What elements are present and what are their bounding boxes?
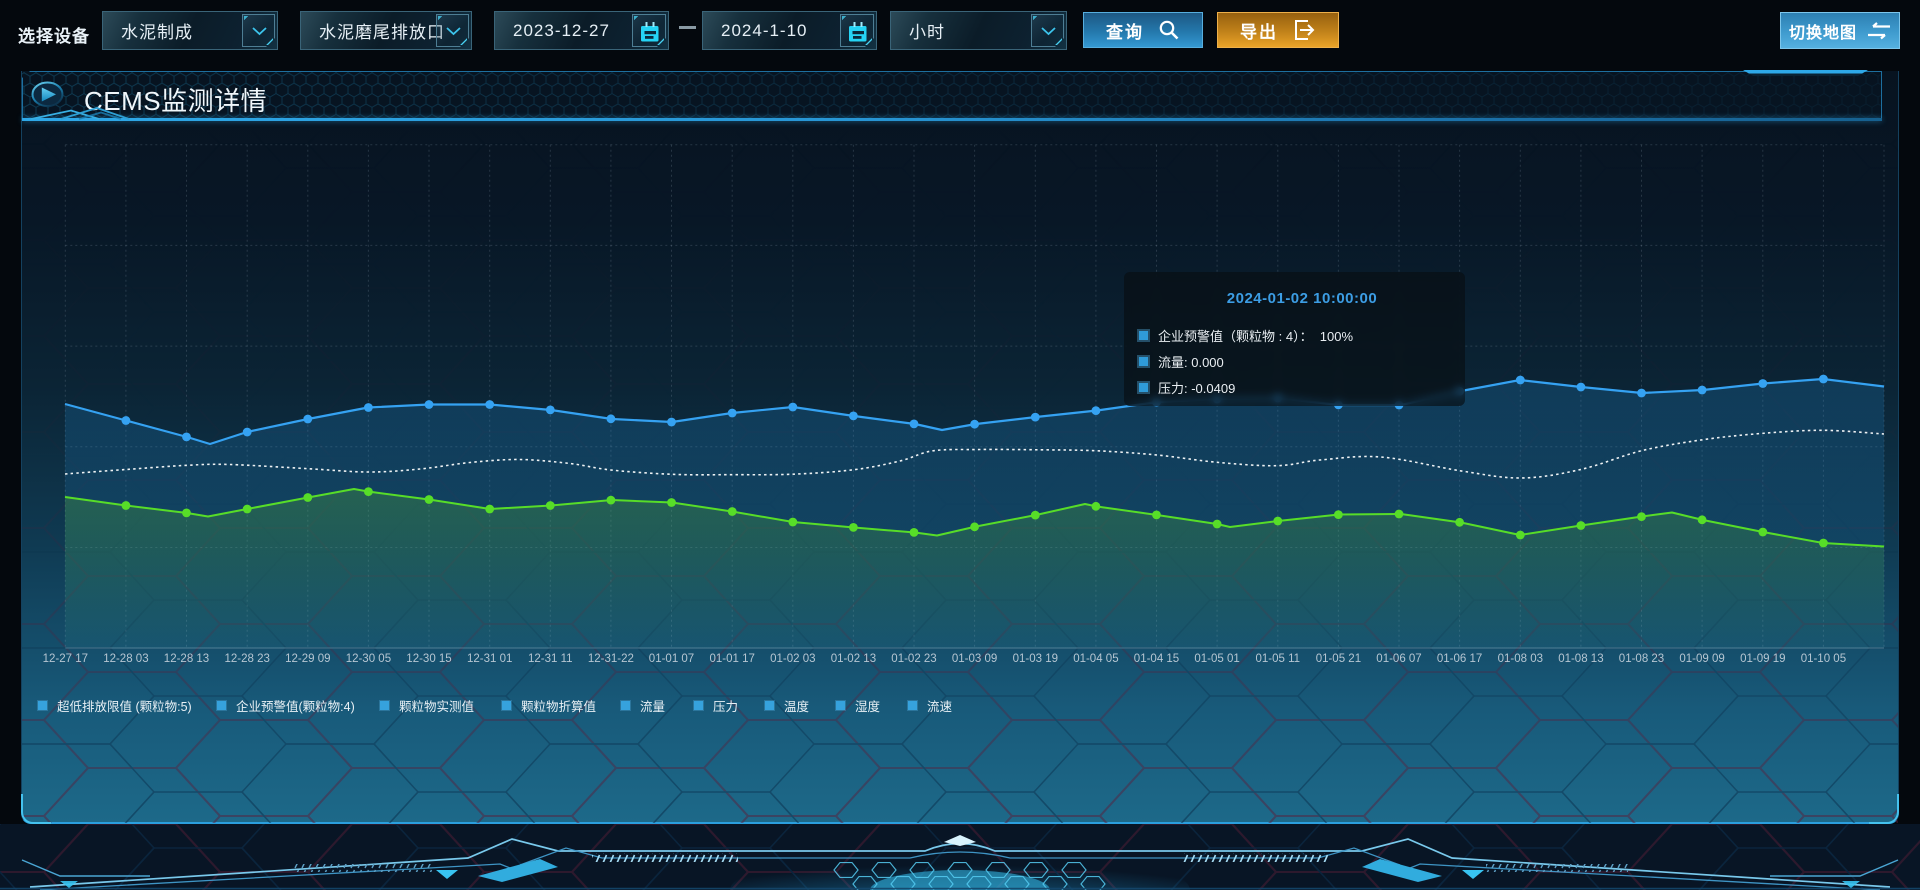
svg-text:12-31 11: 12-31 11 [528, 653, 573, 665]
svg-text:01-09 09: 01-09 09 [1679, 653, 1724, 665]
svg-text:12-31-22: 12-31-22 [588, 653, 634, 665]
svg-text:01-04 05: 01-04 05 [1073, 653, 1118, 665]
svg-text:12-30 15: 12-30 15 [406, 653, 451, 665]
svg-text:12-28 23: 12-28 23 [224, 653, 269, 665]
svg-text:01-06 17: 01-06 17 [1437, 653, 1482, 665]
svg-text:12-29 09: 12-29 09 [285, 653, 330, 665]
svg-text:12-28 13: 12-28 13 [164, 653, 209, 665]
svg-text:01-06 07: 01-06 07 [1376, 653, 1421, 665]
svg-text:12-27 17: 12-27 17 [43, 653, 88, 665]
svg-text:01-02 23: 01-02 23 [891, 653, 936, 665]
svg-text:01-05 01: 01-05 01 [1194, 653, 1239, 665]
svg-text:01-08 13: 01-08 13 [1558, 653, 1603, 665]
svg-text:01-09 19: 01-09 19 [1740, 653, 1785, 665]
svg-text:01-10 05: 01-10 05 [1801, 653, 1846, 665]
svg-text:01-03 09: 01-03 09 [952, 653, 997, 665]
svg-text:01-01 17: 01-01 17 [709, 653, 754, 665]
svg-text:01-01 07: 01-01 07 [649, 653, 694, 665]
svg-text:12-31 01: 12-31 01 [467, 653, 512, 665]
svg-text:12-28 03: 12-28 03 [103, 653, 148, 665]
svg-text:01-04 15: 01-04 15 [1134, 653, 1179, 665]
svg-text:01-08 03: 01-08 03 [1498, 653, 1543, 665]
svg-text:01-08 23: 01-08 23 [1619, 653, 1664, 665]
svg-text:01-02 03: 01-02 03 [770, 653, 815, 665]
svg-text:01-03 19: 01-03 19 [1013, 653, 1058, 665]
svg-text:01-05 21: 01-05 21 [1316, 653, 1361, 665]
svg-text:12-30 05: 12-30 05 [346, 653, 391, 665]
svg-text:01-02 13: 01-02 13 [831, 653, 876, 665]
svg-text:01-05 11: 01-05 11 [1256, 653, 1301, 665]
